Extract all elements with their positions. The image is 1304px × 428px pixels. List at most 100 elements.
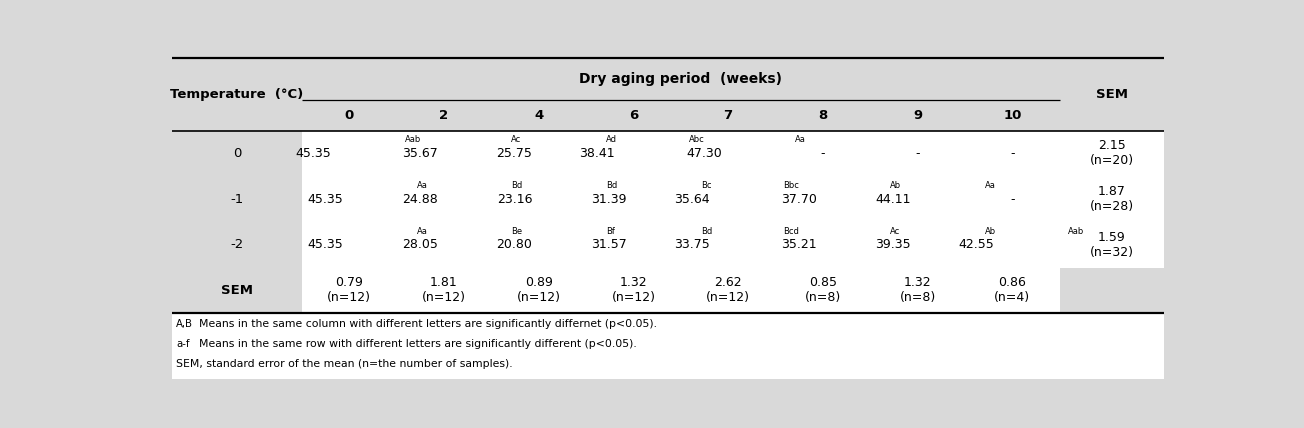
Text: 2.15
(n=20): 2.15 (n=20) — [1090, 140, 1134, 167]
Text: SEM: SEM — [222, 284, 253, 297]
Text: Ab: Ab — [985, 226, 996, 235]
Text: 0.86
(n=4): 0.86 (n=4) — [994, 276, 1030, 304]
Text: a-f: a-f — [176, 339, 189, 349]
Text: Aa: Aa — [795, 135, 806, 144]
Text: -: - — [1011, 147, 1015, 160]
Bar — [776, 268, 870, 313]
Bar — [172, 57, 1164, 313]
Text: Bc: Bc — [700, 181, 711, 190]
Bar — [870, 268, 965, 313]
Bar — [396, 131, 492, 176]
Text: 8: 8 — [818, 109, 828, 122]
Text: Bd: Bd — [700, 226, 712, 235]
Text: Abc: Abc — [689, 135, 704, 144]
Text: 1.81
(n=12): 1.81 (n=12) — [422, 276, 466, 304]
Bar — [681, 268, 776, 313]
Text: 20.80: 20.80 — [497, 238, 532, 251]
Bar — [965, 268, 1060, 313]
Text: 28.05: 28.05 — [402, 238, 438, 251]
Text: Ab: Ab — [891, 181, 901, 190]
Text: 42.55: 42.55 — [958, 238, 994, 251]
Text: 44.11: 44.11 — [875, 193, 911, 205]
Text: -: - — [915, 147, 919, 160]
Bar — [585, 268, 681, 313]
Text: Aa: Aa — [416, 181, 428, 190]
Text: 1.87
(n=28): 1.87 (n=28) — [1090, 185, 1134, 213]
Bar — [396, 176, 492, 222]
Text: Means in the same column with different letters are significantly differnet (p<0: Means in the same column with different … — [200, 319, 657, 329]
Text: Dry aging period  (weeks): Dry aging period (weeks) — [579, 71, 782, 86]
Text: 39.35: 39.35 — [875, 238, 911, 251]
Text: 35.21: 35.21 — [781, 238, 816, 251]
Text: -: - — [1011, 193, 1015, 205]
Bar — [303, 268, 396, 313]
Text: Bcd: Bcd — [784, 226, 799, 235]
Text: -: - — [820, 147, 825, 160]
Text: 1.59
(n=32): 1.59 (n=32) — [1090, 231, 1134, 259]
Bar — [870, 176, 965, 222]
Text: Ac: Ac — [891, 226, 900, 235]
Bar — [492, 176, 585, 222]
Text: 9: 9 — [913, 109, 922, 122]
Bar — [681, 131, 776, 176]
Text: -2: -2 — [231, 238, 244, 251]
Bar — [303, 222, 396, 268]
Text: Aa: Aa — [416, 226, 428, 235]
Bar — [776, 176, 870, 222]
Text: 24.88: 24.88 — [402, 193, 438, 205]
Bar — [965, 176, 1060, 222]
Text: 4: 4 — [535, 109, 544, 122]
Text: 45.35: 45.35 — [295, 147, 331, 160]
Text: Bbc: Bbc — [784, 181, 799, 190]
Bar — [303, 131, 396, 176]
Text: 23.16: 23.16 — [497, 193, 532, 205]
Bar — [1060, 131, 1164, 176]
Text: A,B: A,B — [176, 319, 193, 329]
Text: 2.62
(n=12): 2.62 (n=12) — [707, 276, 750, 304]
Text: 37.70: 37.70 — [781, 193, 816, 205]
Bar — [965, 222, 1060, 268]
Text: 10: 10 — [1003, 109, 1021, 122]
Text: -1: -1 — [231, 193, 244, 205]
Bar — [1060, 176, 1164, 222]
Text: 35.64: 35.64 — [674, 193, 709, 205]
Text: SEM: SEM — [1095, 88, 1128, 101]
Text: 31.57: 31.57 — [591, 238, 627, 251]
Text: Aab: Aab — [1068, 226, 1084, 235]
Bar — [870, 131, 965, 176]
Text: 0.79
(n=12): 0.79 (n=12) — [327, 276, 372, 304]
Text: 1.32
(n=12): 1.32 (n=12) — [612, 276, 656, 304]
Text: Bd: Bd — [511, 181, 523, 190]
Bar — [172, 313, 1164, 379]
Bar — [492, 268, 585, 313]
Text: 45.35: 45.35 — [308, 193, 343, 205]
Text: 0: 0 — [344, 109, 353, 122]
Bar — [396, 268, 492, 313]
Text: Means in the same row with different letters are significantly different (p<0.05: Means in the same row with different let… — [200, 339, 638, 349]
Text: Bf: Bf — [606, 226, 615, 235]
Bar — [776, 222, 870, 268]
Text: 0.85
(n=8): 0.85 (n=8) — [805, 276, 841, 304]
Text: Ac: Ac — [511, 135, 522, 144]
Bar — [965, 131, 1060, 176]
Text: 25.75: 25.75 — [497, 147, 532, 160]
Text: 47.30: 47.30 — [686, 147, 722, 160]
Text: Be: Be — [511, 226, 523, 235]
Bar — [396, 222, 492, 268]
Text: 2: 2 — [439, 109, 449, 122]
Bar — [303, 176, 396, 222]
Text: SEM, standard error of the mean (n=the number of samples).: SEM, standard error of the mean (n=the n… — [176, 360, 512, 369]
Bar — [1060, 222, 1164, 268]
Text: 0: 0 — [233, 147, 241, 160]
Text: 33.75: 33.75 — [674, 238, 709, 251]
Text: Ad: Ad — [606, 135, 617, 144]
Bar — [585, 222, 681, 268]
Text: 0.89
(n=12): 0.89 (n=12) — [516, 276, 561, 304]
Bar — [681, 176, 776, 222]
Bar — [492, 131, 585, 176]
Text: 38.41: 38.41 — [579, 147, 615, 160]
Bar — [585, 176, 681, 222]
Bar — [776, 131, 870, 176]
Bar — [492, 222, 585, 268]
Text: 1.32
(n=8): 1.32 (n=8) — [900, 276, 936, 304]
